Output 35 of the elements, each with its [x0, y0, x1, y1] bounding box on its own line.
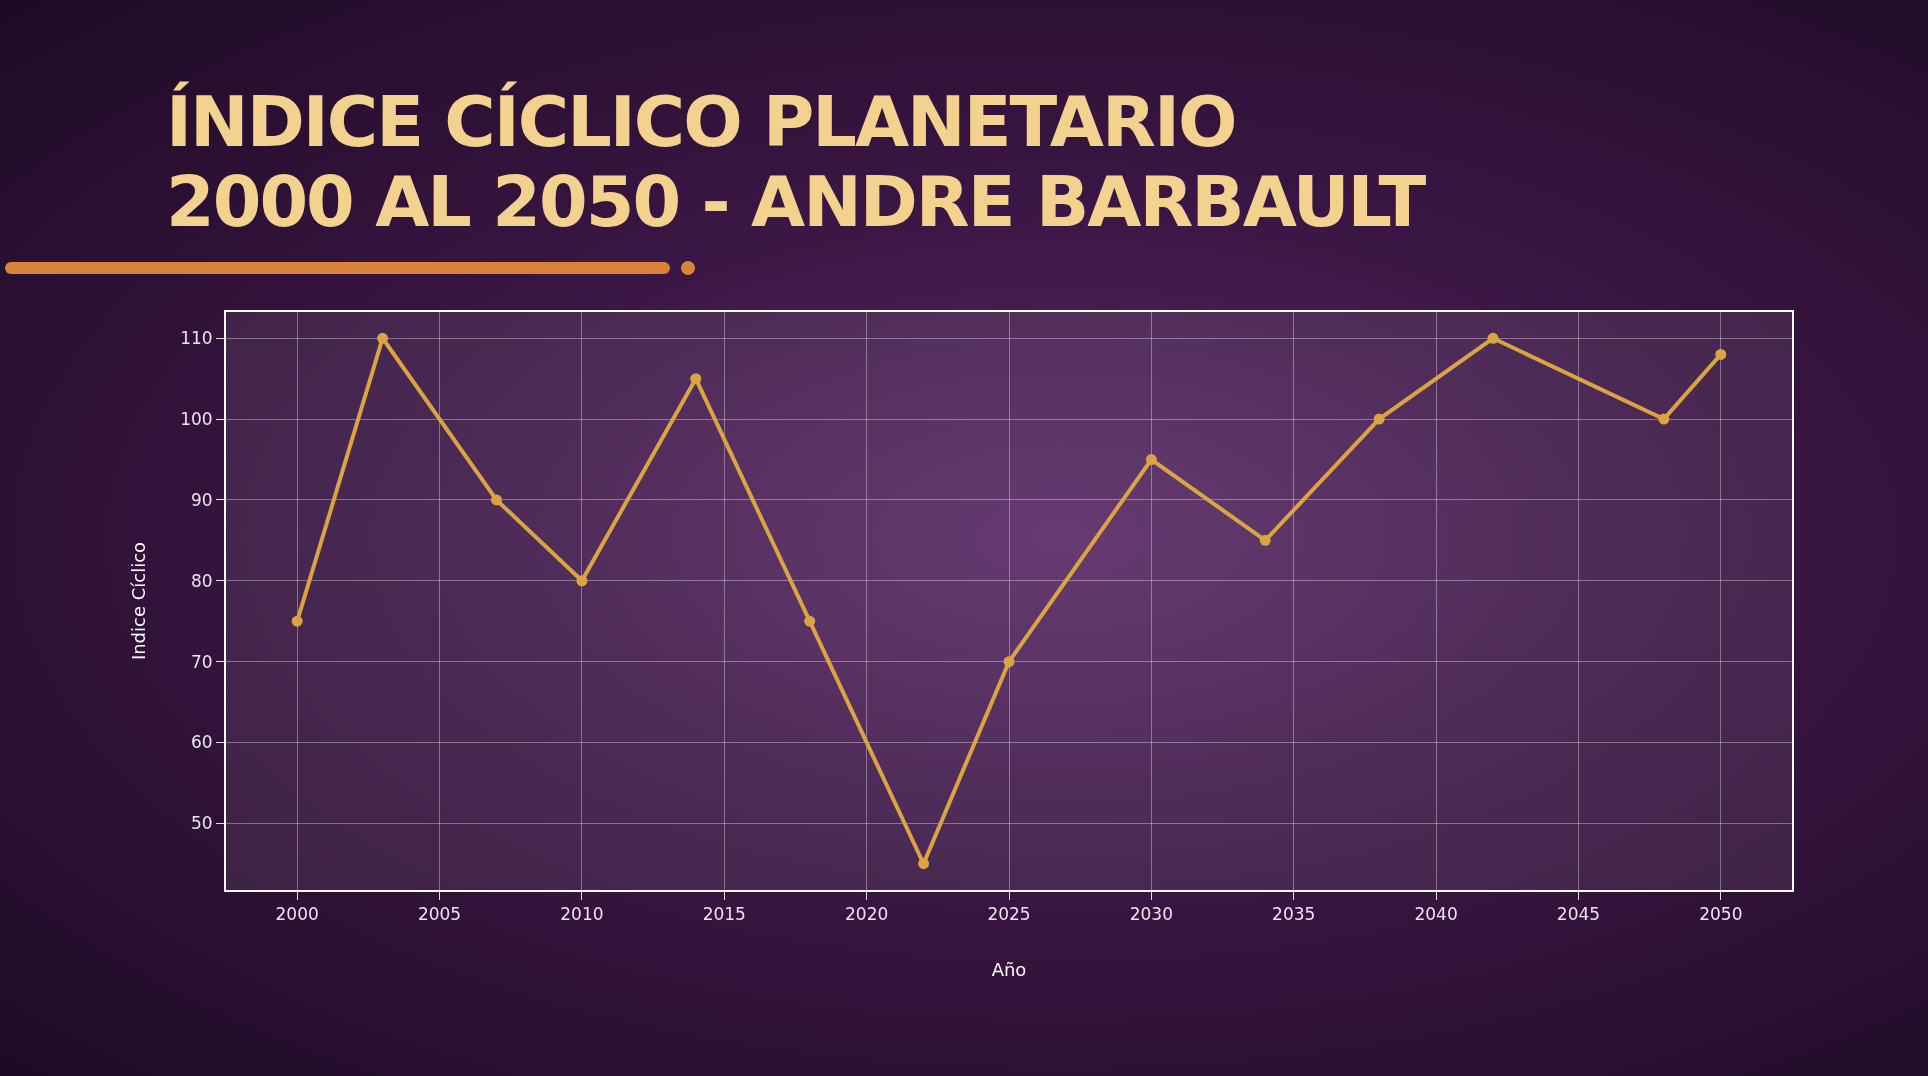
y-tick-label: 80: [190, 570, 213, 591]
x-tick-label: 2000: [275, 904, 319, 925]
y-tick-label: 90: [190, 489, 213, 510]
x-tick-label: 2020: [845, 904, 889, 925]
x-tick-label: 2010: [560, 904, 604, 925]
y-tick-label: 100: [180, 409, 213, 430]
point: [576, 575, 588, 587]
x-tick-label: 2040: [1414, 904, 1458, 925]
point: [291, 615, 303, 627]
point: [918, 858, 930, 870]
point: [1373, 413, 1385, 425]
y-tick-label: 110: [180, 328, 213, 349]
point: [1658, 413, 1670, 425]
point: [1259, 534, 1271, 546]
point: [490, 494, 502, 506]
point: [804, 615, 816, 627]
x-tick-label: 2025: [987, 904, 1031, 925]
y-tick-label: 60: [190, 732, 213, 753]
x-tick-label: 2050: [1699, 904, 1743, 925]
point: [690, 373, 702, 385]
point: [377, 332, 389, 344]
x-tick-label: 2030: [1129, 904, 1173, 925]
x-axis-title: Año: [991, 959, 1027, 980]
y-tick-label: 50: [190, 813, 213, 834]
point: [1003, 656, 1015, 668]
point: [1145, 454, 1157, 466]
y-axis-title: Indice Cíclico: [127, 541, 149, 661]
x-tick-label: 2045: [1556, 904, 1601, 925]
x-tick-label: 2035: [1272, 904, 1316, 925]
x-tick-label: 2005: [417, 904, 462, 925]
chart-title: ÍNDICE CÍCLICO PLANETARIO 2000 AL 2050 - ANDRE BARBAULT: [166, 81, 1425, 243]
x-tick-label: 2015: [702, 904, 746, 925]
point: [1715, 348, 1727, 360]
y-tick-label: 70: [190, 651, 213, 672]
point: [1487, 332, 1499, 344]
